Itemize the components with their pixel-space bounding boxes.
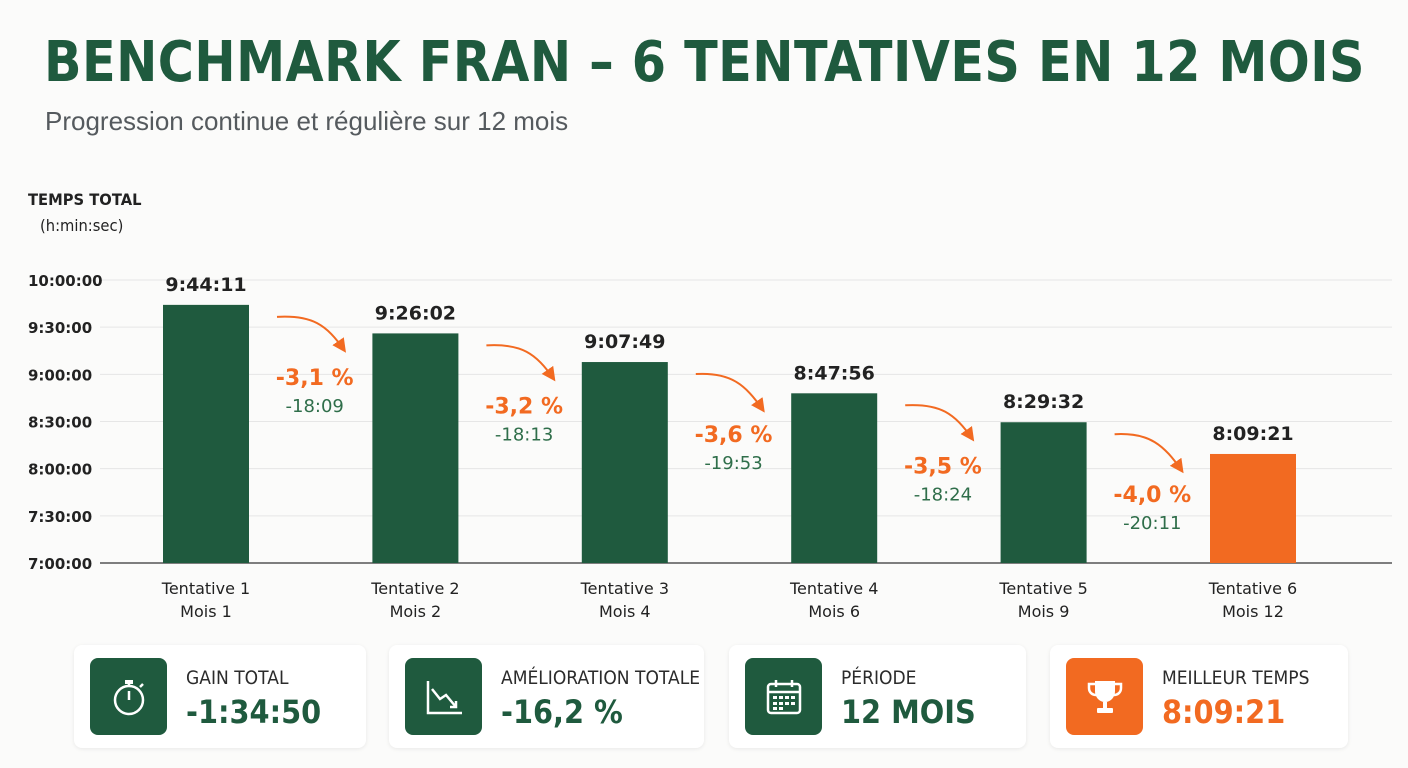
bar <box>1000 422 1087 563</box>
change-annotations: -3,1 % -18:09 -3,2 % -18:13 -3,6 % -19:53 -3,5… <box>276 315 1191 534</box>
stopwatch-icon <box>90 658 167 735</box>
trophy-icon <box>1066 658 1143 735</box>
bar <box>581 362 668 563</box>
page-subtitle: Progression continue et régulière sur 12… <box>45 106 569 136</box>
summary-card-best-time: MEILLEUR TEMPS 8:09:21 <box>1050 645 1348 748</box>
summary-card-period: PÉRIODE 12 MOIS <box>729 645 1026 748</box>
card-value: -16,2 % <box>501 693 623 731</box>
change-arrow <box>905 404 975 442</box>
x-tick-sublabel: Mois 4 <box>599 602 651 621</box>
bar <box>1210 453 1296 563</box>
bar <box>163 304 249 563</box>
x-tick-sublabel: Mois 2 <box>390 602 442 621</box>
card-value: -1:34:50 <box>186 693 322 731</box>
data-labels: 9:44:11 9:26:02 9:07:49 8:47:56 8:29:32 8:09:… <box>165 274 1293 445</box>
card-label: GAIN TOTAL <box>186 667 289 689</box>
x-tick-sublabel: Mois 12 <box>1222 602 1284 621</box>
card-label: MEILLEUR TEMPS <box>1162 667 1310 689</box>
x-tick-sublabel: Mois 1 <box>180 602 232 621</box>
x-tick-label: Tentative 2 <box>370 579 459 598</box>
card-value: 12 MOIS <box>841 693 976 731</box>
y-tick-label: 8:00:00 <box>28 461 92 479</box>
bar-value-label: 9:07:49 <box>584 331 665 353</box>
x-tick-label: Tentative 6 <box>1208 579 1297 598</box>
bar <box>791 393 878 563</box>
card-value: 8:09:21 <box>1162 693 1286 731</box>
change-percent-label: -4,0 % <box>1113 483 1191 508</box>
change-delta-label: -19:53 <box>704 453 762 474</box>
x-tick-sublabel: Mois 6 <box>808 602 860 621</box>
y-axis-label: TEMPS TOTAL <box>28 190 142 209</box>
grid-lines <box>100 279 1392 564</box>
change-percent-label: -3,1 % <box>276 366 354 391</box>
y-axis-ticks: 10:00:00 9:30:00 9:00:00 8:30:00 8:00:00 7:30… <box>28 272 103 573</box>
y-tick-label: 9:00:00 <box>28 366 92 384</box>
y-tick-label: 9:30:00 <box>28 319 92 337</box>
card-label: AMÉLIORATION TOTALE <box>501 667 701 689</box>
change-percent-label: -3,6 % <box>695 423 773 448</box>
change-delta-label: -18:24 <box>914 484 972 505</box>
change-arrow <box>1114 433 1184 474</box>
change-percent-label: -3,5 % <box>904 454 982 479</box>
bar-chart: 10:00:00 9:30:00 9:00:00 8:30:00 8:00:00 7:30… <box>28 272 1392 621</box>
change-arrow <box>486 344 556 382</box>
change-percent-label: -3,2 % <box>485 394 563 419</box>
y-tick-label: 7:30:00 <box>28 508 92 526</box>
bar-value-label: 8:29:32 <box>1003 391 1084 413</box>
x-tick-label: Tentative 5 <box>998 579 1087 598</box>
bar-value-label: 9:26:02 <box>375 302 456 324</box>
bar <box>372 333 459 563</box>
bar-value-label: 9:44:11 <box>165 274 246 296</box>
x-tick-label: Tentative 4 <box>789 579 878 598</box>
change-delta-label: -18:09 <box>286 396 344 417</box>
card-label: PÉRIODE <box>841 667 917 689</box>
summary-card-gain: GAIN TOTAL -1:34:50 <box>74 645 366 748</box>
x-tick-label: Tentative 1 <box>161 579 250 598</box>
calendar-icon <box>745 658 822 735</box>
change-arrow <box>695 372 765 413</box>
summary-card-improvement: AMÉLIORATION TOTALE -16,2 % <box>389 645 704 748</box>
page-title: BENCHMARK FRAN – 6 TENTATIVES EN 12 MOIS <box>44 30 1365 95</box>
bar-value-label: 8:09:21 <box>1212 423 1293 445</box>
x-tick-label: Tentative 3 <box>580 579 669 598</box>
y-tick-label: 10:00:00 <box>28 272 103 290</box>
change-delta-label: -20:11 <box>1123 513 1181 534</box>
x-tick-sublabel: Mois 9 <box>1018 602 1070 621</box>
change-delta-label: -18:13 <box>495 424 553 445</box>
bars <box>163 304 1296 563</box>
bar-value-label: 8:47:56 <box>794 362 875 384</box>
x-axis-ticks: Tentative 1 Mois 1 Tentative 2 Mois 2 Tentat… <box>161 579 1297 621</box>
y-axis-unit: (h:min:sec) <box>40 216 124 235</box>
trend-down-icon <box>405 658 482 735</box>
change-arrow <box>276 315 346 353</box>
y-tick-label: 8:30:00 <box>28 414 92 432</box>
y-tick-label: 7:00:00 <box>28 555 92 573</box>
